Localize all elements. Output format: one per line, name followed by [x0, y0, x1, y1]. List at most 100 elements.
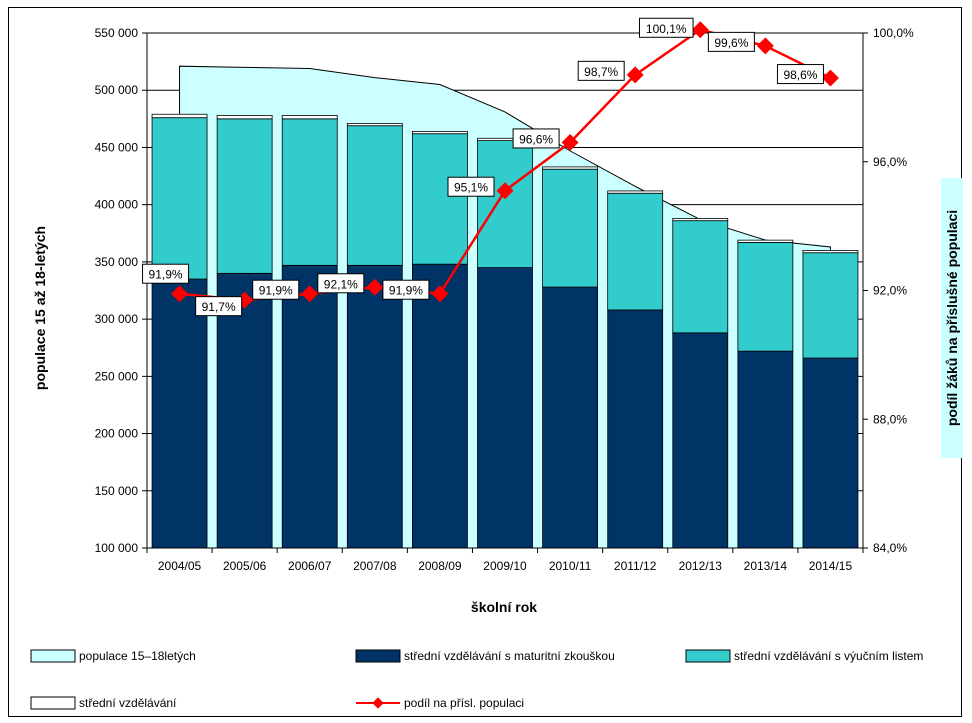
- chart-svg: 100 000 150 000 200 000 250 000 300 000 350 0…: [30, 17, 971, 710]
- bar-maturitni: [216, 272, 273, 549]
- y2-tick-label: 100,0%: [873, 26, 914, 40]
- bar-stredni: [281, 115, 338, 120]
- y2-tick-label: 92,0%: [873, 284, 907, 298]
- y-tick-label: 100 000: [95, 541, 139, 555]
- x-tick-label: 2013/14: [744, 559, 788, 573]
- share-point: [756, 37, 774, 55]
- data-label: 98,7%: [584, 65, 618, 79]
- x-tick-label: 2009/10: [483, 559, 527, 573]
- bar-stredni: [737, 239, 794, 243]
- bar-maturitni: [542, 286, 598, 549]
- data-label-box: [252, 279, 300, 300]
- bar-stredni: [607, 190, 664, 194]
- y-tick-label: 350 000: [95, 255, 139, 269]
- y-tick-label: 300 000: [95, 312, 139, 326]
- bar-maturitni: [672, 332, 729, 549]
- bar-vyucni: [281, 118, 338, 266]
- data-label-box: [317, 273, 365, 294]
- x-tick-label: 2004/05: [158, 559, 202, 573]
- data-label: 99,6%: [714, 36, 748, 50]
- bar-vyucni: [672, 220, 729, 334]
- bar-stredni: [346, 123, 403, 127]
- bar-stredni: [672, 217, 729, 222]
- data-label: 91,9%: [389, 284, 423, 298]
- data-label: 98,6%: [783, 68, 817, 82]
- bar-stredni: [151, 113, 208, 119]
- data-label: 91,7%: [202, 300, 236, 314]
- data-labels: 91,9% 91,7% 91,9% 92,1% 91,9% 95,1% 96,6% 98,7%…: [142, 17, 824, 317]
- data-label-box: [577, 60, 625, 81]
- data-label: 95,1%: [454, 181, 488, 195]
- data-label-box: [142, 263, 190, 284]
- data-label-box: [707, 31, 755, 52]
- bar-vyucni: [607, 192, 664, 311]
- data-label-box: [776, 64, 824, 85]
- x-tick-label: 2011/12: [614, 559, 657, 573]
- y-tick-label: 550 000: [95, 26, 139, 40]
- bar-vyucni: [346, 125, 403, 266]
- y-tick-label: 150 000: [95, 484, 139, 498]
- share-point: [431, 285, 449, 303]
- legend-swatch: [685, 649, 731, 663]
- x-tick-label: 2006/07: [288, 559, 332, 573]
- bar-stredni: [542, 166, 598, 170]
- data-label-box: [447, 176, 495, 197]
- x-tick-label: 2010/11: [549, 559, 592, 573]
- y-axis-title: populace 15 až 18-letých: [32, 226, 48, 390]
- bar-maturitni: [802, 357, 859, 549]
- bar-vyucni: [412, 133, 468, 265]
- legend-label: střední vzdělávání s maturitní zkouškou: [404, 649, 615, 663]
- x-tick-label: 2005/06: [223, 559, 267, 573]
- share-point: [821, 69, 839, 87]
- bar-vyucni: [737, 242, 794, 352]
- bar-maturitni: [346, 264, 403, 549]
- y2-tick-label: 84,0%: [873, 541, 907, 555]
- data-label: 92,1%: [324, 277, 358, 291]
- legend-swatch: [30, 696, 76, 710]
- legend-label: podíl na přísl. populaci: [404, 696, 524, 710]
- x-tick-label: 2007/08: [353, 559, 397, 573]
- bar-stredni: [412, 131, 468, 135]
- share-point: [561, 133, 579, 151]
- data-label-box: [195, 296, 243, 317]
- data-label-box: [382, 279, 430, 300]
- data-label: 100,1%: [646, 22, 687, 36]
- x-tick-label: 2008/09: [418, 559, 462, 573]
- bar-maturitni: [412, 263, 468, 549]
- data-label-box: [512, 128, 560, 149]
- bar-maturitni: [477, 267, 533, 549]
- y-tick-label: 200 000: [95, 427, 139, 441]
- data-label: 91,9%: [259, 284, 293, 298]
- legend-swatch: [30, 649, 76, 663]
- y2-axis-title: podíl žáků na příslušné populaci: [944, 210, 960, 426]
- bar-maturitni: [151, 278, 208, 549]
- bars: [151, 113, 859, 549]
- y-tick-label: 400 000: [95, 198, 139, 212]
- bar-vyucni: [542, 168, 598, 288]
- data-label-box: [638, 17, 694, 38]
- bar-maturitni: [281, 264, 338, 549]
- share-point: [366, 278, 384, 296]
- legend-label: populace 15–18letých: [79, 649, 196, 663]
- bar-vyucni: [477, 140, 533, 269]
- share-point: [626, 66, 644, 84]
- x-axis-title: školní rok: [471, 599, 537, 615]
- bar-vyucni: [802, 252, 859, 359]
- legend-swatch: [355, 649, 401, 663]
- share-point: [301, 285, 319, 303]
- y-tick-label: 450 000: [95, 140, 139, 154]
- legend: populace 15–18letých střední vzdělávání s…: [30, 649, 923, 710]
- x-tick-label: 2014/15: [809, 559, 853, 573]
- data-label: 91,9%: [149, 268, 183, 282]
- y2-tick-label: 88,0%: [873, 412, 907, 426]
- share-point: [496, 182, 514, 200]
- bar-vyucni: [151, 117, 208, 280]
- data-label: 96,6%: [519, 132, 553, 146]
- axes: 100 000 150 000 200 000 250 000 300 000 350 0…: [95, 26, 914, 573]
- y-tick-label: 500 000: [95, 83, 139, 97]
- x-tick-label: 2012/13: [679, 559, 723, 573]
- bar-maturitni: [607, 309, 664, 549]
- y-tick-label: 250 000: [95, 369, 139, 383]
- bar-maturitni: [737, 350, 794, 549]
- y2-tick-label: 96,0%: [873, 155, 907, 169]
